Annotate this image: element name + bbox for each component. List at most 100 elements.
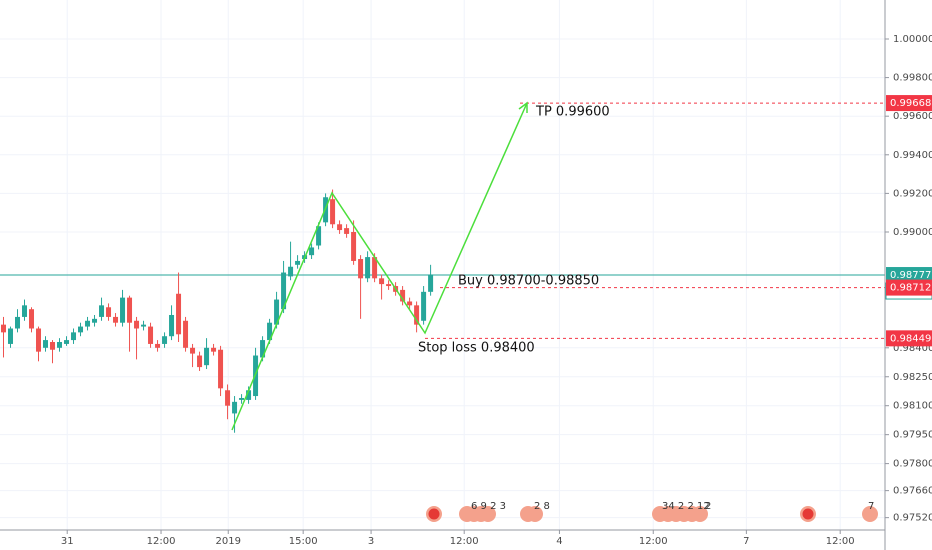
candle-body	[232, 401, 238, 414]
annotation: Buy 0.98700-0.98850	[458, 274, 599, 289]
event-icon	[428, 508, 440, 520]
candle-body	[78, 326, 84, 333]
y-tick-label: 0.98250	[893, 372, 932, 383]
candle-body	[134, 320, 140, 329]
candle-body	[127, 297, 133, 323]
event-label: 6 9 2 3	[471, 501, 506, 512]
y-tick-label: 0.99600	[893, 111, 932, 122]
y-tick-label: 0.97520	[893, 513, 932, 524]
x-tick-label: 2019	[216, 536, 241, 547]
y-tick-label: 0.98100	[893, 401, 932, 412]
axes: 1.00000 0.99800 0.99600 0.99400 0.99200 0.990…	[61, 34, 932, 547]
price-label: 0.98449	[890, 333, 931, 344]
candle-body	[316, 226, 322, 246]
candle-body	[43, 340, 49, 348]
x-tick-label: 15:00	[289, 536, 318, 547]
events: 6 9 2 3 2 8 34 2 2 12 2 7	[426, 501, 878, 522]
candle-body	[204, 347, 210, 366]
y-tick-label: 0.97800	[893, 459, 932, 470]
event-icon	[802, 508, 814, 520]
x-tick-label: 7	[743, 536, 749, 547]
candle-body	[421, 291, 427, 321]
candle-body	[260, 340, 266, 358]
candle-body	[267, 322, 273, 341]
candle-body	[211, 347, 217, 352]
x-tick-label: 3	[368, 536, 374, 547]
candle-body	[246, 390, 252, 400]
candle-body	[106, 307, 112, 317]
candle-body	[15, 316, 21, 329]
candle-body	[141, 324, 147, 327]
candle-body	[113, 316, 119, 323]
candle-body	[281, 272, 287, 310]
candle-body	[50, 342, 56, 350]
candle-body	[295, 260, 301, 265]
candle-body	[1, 324, 7, 333]
candle-body	[176, 293, 182, 335]
candle-body	[414, 305, 420, 325]
candle-body	[351, 231, 357, 261]
candle-body	[197, 355, 203, 368]
candle-body	[344, 228, 350, 234]
candle-body	[64, 340, 70, 344]
candle-body	[379, 278, 385, 285]
y-tick-label: 0.98400	[893, 343, 932, 354]
y-tick-label: 0.99400	[893, 150, 932, 161]
event-label: 34 2 2 12	[662, 501, 710, 512]
candle-body	[372, 257, 378, 279]
annotation: TP 0.99600	[535, 105, 610, 120]
y-tick-label: 0.99000	[893, 227, 932, 238]
candle-body	[239, 397, 245, 400]
candle-body	[71, 332, 77, 341]
y-tick-label: 0.99200	[893, 188, 932, 199]
candle-body	[85, 320, 91, 327]
candle-body	[120, 297, 126, 323]
event-label: 2 8	[534, 501, 550, 512]
y-tick-label: 0.99800	[893, 73, 932, 84]
x-tick-label: 12:00	[826, 536, 855, 547]
candle-body	[36, 328, 42, 352]
candle-body	[288, 266, 294, 277]
candle-body	[386, 284, 392, 287]
zigzag-drawing	[231, 102, 528, 431]
candle-body	[8, 328, 14, 344]
event-label: 7	[868, 501, 874, 512]
candle-body	[330, 199, 336, 225]
candle-body	[190, 347, 196, 354]
y-tick-label: 1.00000	[893, 34, 932, 45]
candle-body	[92, 318, 98, 323]
event-icon	[480, 506, 496, 522]
event-label: 2	[705, 501, 711, 512]
candle-body	[428, 274, 434, 292]
candle-body	[155, 343, 161, 348]
price-label: 0.98712	[890, 283, 931, 294]
candle-body	[400, 289, 406, 302]
candle-body	[99, 305, 105, 317]
event-icon	[527, 506, 543, 522]
price-label-box	[886, 267, 932, 284]
candle-body	[309, 247, 315, 256]
candle-body	[218, 349, 224, 389]
annotation: Stop loss 0.98400	[418, 341, 535, 356]
candle-body	[407, 301, 413, 306]
candle-body	[148, 326, 154, 344]
price-label-box	[886, 95, 932, 112]
candle-body	[57, 342, 63, 348]
candle-body	[162, 336, 168, 344]
candle-body	[29, 309, 35, 329]
price-label: 0.99668	[890, 98, 931, 109]
x-tick-label: 31	[61, 536, 74, 547]
levels	[0, 102, 885, 339]
candle-body	[183, 320, 189, 348]
candle-body	[274, 299, 280, 325]
grid	[0, 0, 885, 530]
candle-body	[225, 390, 231, 406]
y-tick-label: 0.97950	[893, 430, 932, 441]
candle-body	[358, 259, 364, 279]
candle-body	[22, 305, 28, 317]
y-tick-label: 0.97660	[893, 486, 932, 497]
price-label-box	[886, 330, 932, 347]
x-tick-label: 4	[556, 536, 562, 547]
candle-body	[337, 224, 343, 231]
